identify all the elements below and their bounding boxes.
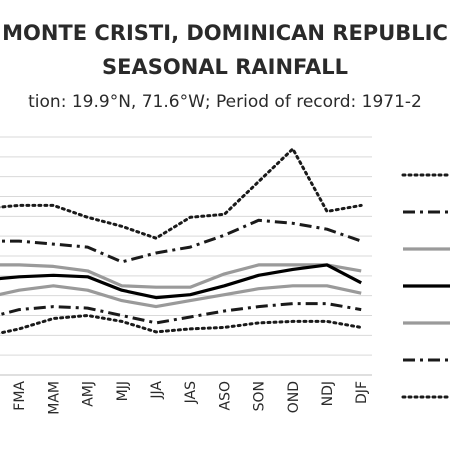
series-line-7 — [0, 314, 363, 335]
series-lines — [0, 147, 363, 335]
x-tick-label: OND — [286, 381, 302, 413]
x-tick-label: AMJ — [81, 381, 97, 407]
series-line-5 — [0, 284, 362, 309]
x-axis-tick-labels: JFMFMAMAMAMJMJJJJAJASASOSONONDNDJDJF — [12, 381, 370, 415]
series-line-1 — [0, 147, 363, 240]
x-tick-label: JAS — [183, 381, 199, 404]
chart-subtitle: tion: 19.9°N, 71.6°W; Period of record: … — [28, 92, 422, 112]
gridlines — [0, 136, 372, 376]
x-tick-label: ASO — [217, 381, 233, 410]
x-tick-label: DJF — [354, 381, 370, 404]
series-line-3 — [0, 263, 362, 289]
legend — [401, 173, 450, 399]
x-tick-label: NDJ — [320, 381, 336, 406]
x-tick-label: MAM — [46, 381, 62, 415]
chart-title-line2: SEASONAL RAINFALL — [102, 55, 348, 79]
series-line-2 — [0, 218, 362, 264]
series-line-6 — [0, 302, 362, 325]
x-tick-label: SON — [252, 381, 268, 411]
x-tick-label: MJJ — [115, 381, 131, 401]
series-line-4 — [0, 263, 362, 300]
chart-title-line1: MONTE CRISTI, DOMINICAN REPUBLIC — [2, 21, 448, 45]
x-tick-label: FMA — [12, 381, 28, 411]
x-tick-label: JJA — [149, 381, 165, 400]
